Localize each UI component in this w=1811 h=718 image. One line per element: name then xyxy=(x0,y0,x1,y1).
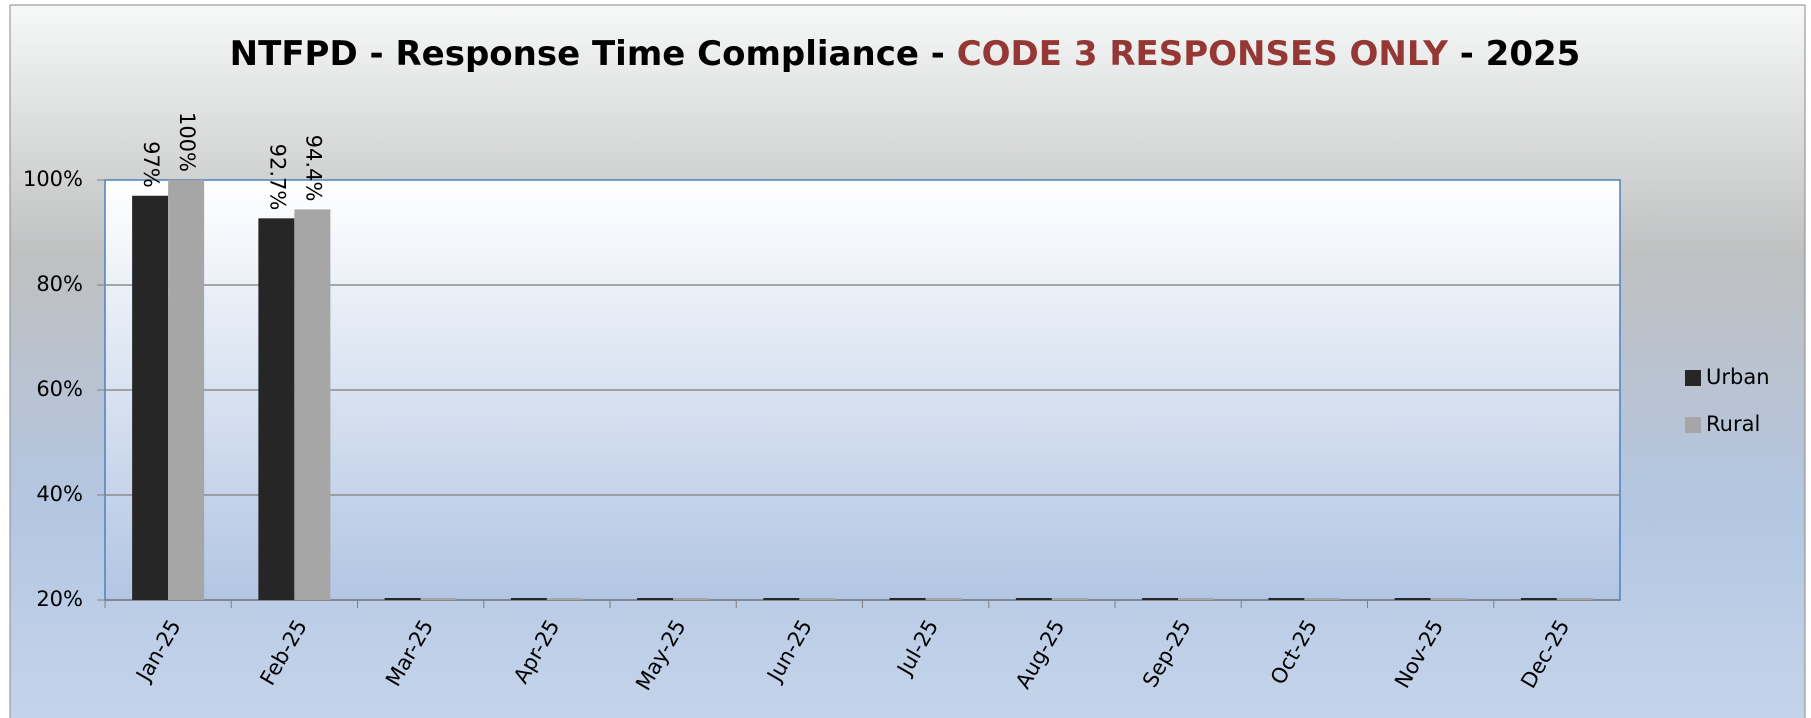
legend-label: Rural xyxy=(1706,412,1760,436)
bar xyxy=(510,598,547,600)
bar xyxy=(1015,598,1052,600)
bar xyxy=(1051,598,1088,600)
title-part: - 2025 xyxy=(1448,34,1580,74)
bar xyxy=(1268,598,1305,600)
bar xyxy=(799,598,836,600)
bar xyxy=(384,598,421,600)
bar xyxy=(1142,598,1179,600)
title-part: NTFPD - Response Time Compliance - xyxy=(230,34,957,74)
bar xyxy=(294,209,331,600)
bar xyxy=(673,598,710,600)
bar xyxy=(763,598,800,600)
bar xyxy=(889,598,926,600)
bar xyxy=(1520,598,1557,600)
y-tick-label: 20% xyxy=(36,587,83,611)
bar xyxy=(132,195,169,600)
bar xyxy=(546,598,583,600)
data-label: 94.4% xyxy=(301,135,325,202)
bar xyxy=(637,598,674,600)
data-label: 92.7% xyxy=(265,144,289,211)
y-tick-label: 60% xyxy=(36,377,83,401)
y-tick-label: 40% xyxy=(36,482,83,506)
bar xyxy=(1394,598,1431,600)
bar xyxy=(1178,598,1215,600)
bar xyxy=(420,598,457,600)
bar xyxy=(1430,598,1467,600)
y-tick-label: 80% xyxy=(36,272,83,296)
bar xyxy=(1556,598,1593,600)
legend-swatch xyxy=(1685,417,1701,433)
bar xyxy=(258,218,295,600)
bar xyxy=(1304,598,1341,600)
title-part: CODE 3 RESPONSES ONLY xyxy=(957,34,1449,74)
chart-title: NTFPD - Response Time Compliance - CODE … xyxy=(230,34,1581,74)
bar xyxy=(168,180,205,600)
legend-swatch xyxy=(1685,370,1701,386)
data-label: 100% xyxy=(175,112,199,172)
y-tick-label: 100% xyxy=(23,167,83,191)
bar xyxy=(925,598,962,600)
legend-label: Urban xyxy=(1706,365,1770,389)
data-label: 97% xyxy=(139,141,163,188)
